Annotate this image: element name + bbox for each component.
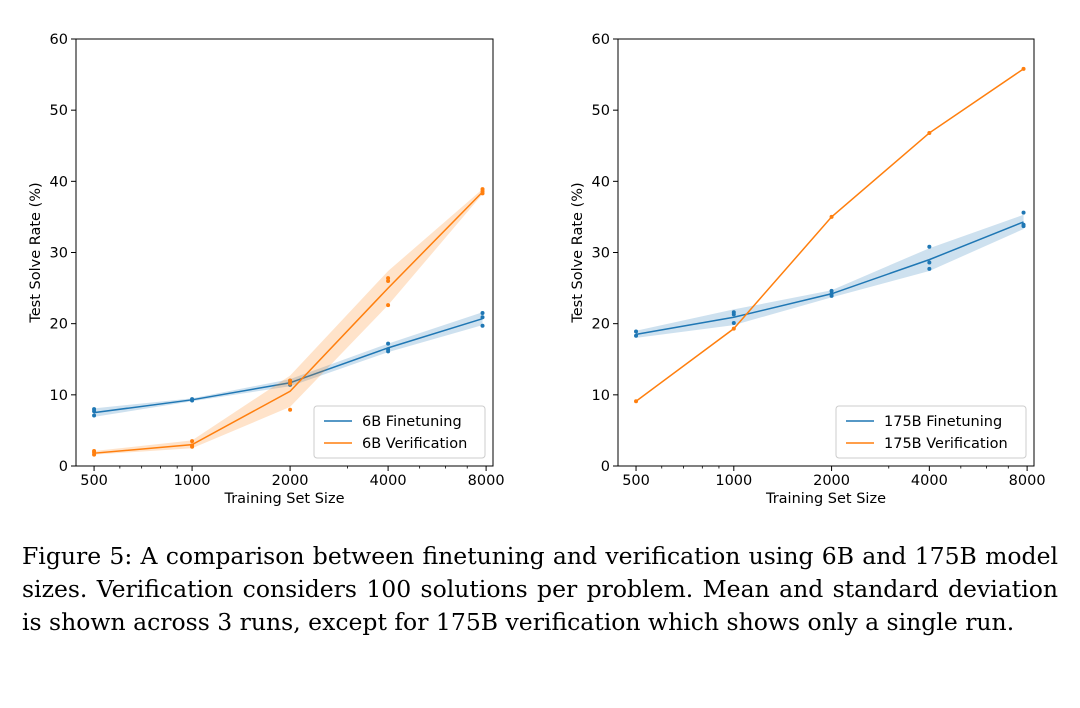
x-tick-label: 500 <box>622 473 650 489</box>
run-point <box>927 130 932 135</box>
run-point <box>927 260 932 265</box>
run-point <box>386 303 391 308</box>
legend-entry: 6B Finetuning <box>362 414 462 430</box>
y-tick-label: 50 <box>592 103 610 119</box>
run-point <box>927 266 932 271</box>
y-axis-label: Test Solve Rate (%) <box>28 182 44 323</box>
legend: 6B Finetuning 6B Verification <box>313 405 486 459</box>
run-point <box>829 291 834 296</box>
run-point <box>92 449 97 454</box>
run-point <box>1021 66 1026 71</box>
x-axis-label: Training Set Size <box>765 491 886 507</box>
y-tick-label: 50 <box>50 103 68 119</box>
run-point <box>731 310 736 315</box>
y-tick-label: 30 <box>592 246 610 262</box>
chart-panel-2: 500 1000 2000 4000 8000 0 10 20 30 40 50 60 Training… <box>570 32 1046 507</box>
run-point <box>829 288 834 293</box>
run-point <box>386 347 391 352</box>
run-point <box>288 378 293 383</box>
run-point <box>190 397 195 402</box>
run-point <box>288 407 293 412</box>
legend-entry: 175B Finetuning <box>884 414 1002 430</box>
legend-entry: 175B Verification <box>884 436 1008 452</box>
legend-entry: 6B Verification <box>362 436 467 452</box>
y-tick-label: 0 <box>59 459 68 475</box>
x-tick-label: 8000 <box>468 473 505 489</box>
x-axis-label: Training Set Size <box>223 491 344 507</box>
run-point <box>634 399 639 404</box>
run-point <box>1021 222 1026 227</box>
x-tick-label: 2000 <box>813 473 850 489</box>
mean-line <box>94 191 484 454</box>
mean-line <box>635 68 1024 402</box>
std-band <box>636 214 1024 338</box>
series-2 <box>92 187 485 457</box>
series-1 <box>634 210 1026 338</box>
figure-caption: Figure 5: A comparison between finetunin… <box>22 542 1058 636</box>
y-tick-label: 10 <box>50 388 68 404</box>
series-2 <box>634 66 1026 404</box>
run-point <box>480 187 485 192</box>
y-tick-label: 20 <box>592 317 610 333</box>
y-tick-label: 40 <box>50 174 68 190</box>
chart-panel-1: 500 1000 2000 4000 8000 0 10 20 30 40 50 60 Training… <box>28 32 505 507</box>
run-point <box>731 320 736 325</box>
std-band <box>94 189 483 455</box>
run-point <box>386 276 391 281</box>
run-point <box>92 413 97 418</box>
plot-frame <box>75 38 494 467</box>
x-tick-label: 2000 <box>272 473 309 489</box>
run-point <box>92 407 97 412</box>
run-point <box>480 310 485 315</box>
run-point <box>288 381 293 386</box>
legend-box <box>835 405 1027 459</box>
figure: 500 1000 2000 4000 80000102030405060Training… <box>28 32 1046 507</box>
x-tick-label: 1000 <box>174 473 211 489</box>
run-point <box>190 439 195 444</box>
run-point <box>634 329 639 334</box>
run-point <box>386 341 391 346</box>
plot-frame <box>617 38 1035 467</box>
legend-box <box>313 405 486 459</box>
run-point <box>386 278 391 283</box>
run-point <box>927 244 932 249</box>
x-tick-label: 500 <box>80 473 108 489</box>
run-point <box>829 214 834 219</box>
run-point <box>1021 210 1026 215</box>
run-point <box>480 315 485 320</box>
run-point <box>731 326 736 331</box>
run-point <box>480 323 485 328</box>
x-tick-label: 4000 <box>370 473 407 489</box>
std-band <box>94 312 483 417</box>
y-tick-label: 10 <box>592 388 610 404</box>
y-tick-label: 0 <box>601 459 610 475</box>
run-point <box>190 443 195 448</box>
y-axis-label: Test Solve Rate (%) <box>570 182 586 323</box>
y-tick-label: 60 <box>50 32 68 48</box>
x-tick-label: 1000 <box>715 473 752 489</box>
x-tick-label: 4000 <box>911 473 948 489</box>
y-tick-label: 30 <box>50 246 68 262</box>
run-point <box>634 333 639 338</box>
legend: 175B Finetuning 175B Verification <box>835 405 1027 459</box>
x-tick-label: 8000 <box>1009 473 1046 489</box>
y-tick-label: 20 <box>50 317 68 333</box>
y-tick-label: 60 <box>592 32 610 48</box>
y-tick-label: 40 <box>592 174 610 190</box>
